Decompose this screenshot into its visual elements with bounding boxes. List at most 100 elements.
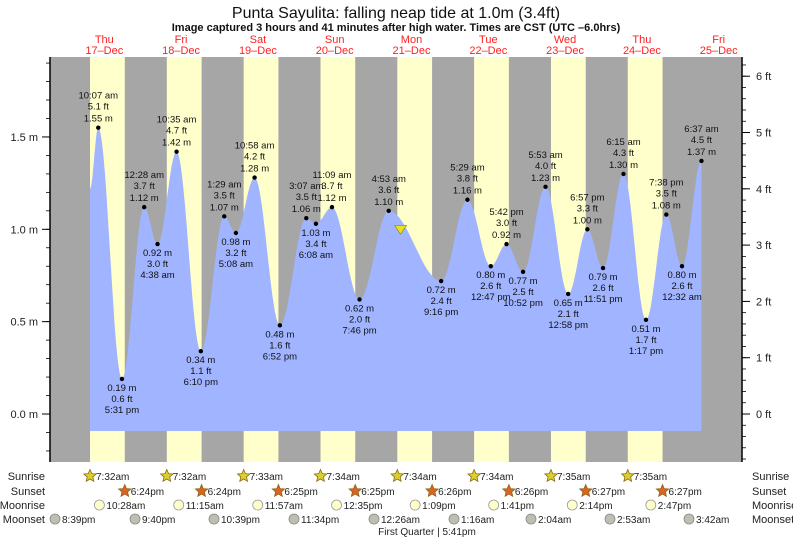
extreme-point xyxy=(357,297,362,302)
left-tick-label: 1.5 m xyxy=(10,132,38,144)
extreme-point xyxy=(664,212,669,217)
moonrise-time: 1:41pm xyxy=(501,501,534,512)
low-tide-label: 7:46 pm xyxy=(342,325,376,336)
sunset-time: 6:26pm xyxy=(515,487,548,498)
extreme-point xyxy=(543,184,548,190)
moonrise-icon xyxy=(173,499,185,511)
low-tide-label: 5:31 pm xyxy=(105,405,139,416)
moonrise-time: 11:15am xyxy=(186,501,224,512)
extreme-point xyxy=(520,269,526,274)
low-tide-label: 12:47 pm xyxy=(471,292,511,303)
day-weekday-label: Thu xyxy=(632,34,651,46)
sunrise-icon xyxy=(313,468,328,483)
high-tide-label: 1.16 m xyxy=(453,186,482,197)
moonrise-time: 10:28am xyxy=(106,501,145,512)
sunrise-row-label-left: Sunrise xyxy=(8,471,45,483)
high-tide-label: 7:38 pm xyxy=(649,178,683,189)
high-tide-label: 3.3 ft xyxy=(577,203,598,214)
sunrise-time: 7:34am xyxy=(403,472,436,483)
sunset-time: 6:27pm xyxy=(592,487,625,498)
right-tick-label: 0 ft xyxy=(756,409,771,421)
tide-area xyxy=(89,127,702,431)
high-tide-label: 1.42 m xyxy=(162,138,191,149)
high-tide-label: 1.37 m xyxy=(687,147,716,158)
extreme-point xyxy=(488,264,494,269)
day-weekday-label: Sat xyxy=(250,34,267,46)
day-date-label: 17–Dec xyxy=(85,45,123,57)
high-tide-label: 4.3 ft xyxy=(613,148,634,159)
low-tide-label: 3.4 ft xyxy=(305,239,326,250)
day-date-label: 25–Dec xyxy=(700,45,738,57)
low-tide-label: 12:58 pm xyxy=(548,320,588,331)
extreme-point xyxy=(465,197,470,202)
moonrise-icon xyxy=(488,499,500,511)
extreme-point xyxy=(329,204,335,210)
sunset-icon xyxy=(578,483,593,498)
right-tick-label: 6 ft xyxy=(756,71,771,83)
low-tide-label: 2.1 ft xyxy=(558,309,579,320)
day-weekday-label: Fri xyxy=(712,34,725,46)
tide-curve xyxy=(89,127,702,431)
current-level-marker xyxy=(393,225,408,235)
high-tide-label: 3.7 ft xyxy=(134,181,155,192)
extreme-point xyxy=(233,230,239,236)
low-tide-label: 4:38 am xyxy=(140,270,174,281)
extreme-point xyxy=(304,216,309,221)
low-tide-label: 0.72 m xyxy=(427,285,456,296)
day-date-label: 22–Dec xyxy=(469,45,507,57)
sunset-time: 6:26pm xyxy=(438,487,471,498)
moonset-row-label-right: Moonset xyxy=(752,514,793,526)
extreme-point xyxy=(155,241,160,247)
extreme-point xyxy=(565,291,571,297)
low-tide-label: 6:52 pm xyxy=(263,351,297,362)
sunset-time: 6:25pm xyxy=(361,487,394,498)
low-tide-label: 2.0 ft xyxy=(349,314,370,325)
low-tide-label: 0.19 m xyxy=(107,383,136,394)
moonrise-time: 12:35pm xyxy=(344,501,383,512)
high-tide-label: 1.07 m xyxy=(210,202,239,213)
low-tide-label: 1:17 pm xyxy=(629,346,663,357)
moonset-icon xyxy=(525,513,537,525)
low-tide-label: 0.65 m xyxy=(554,298,583,309)
moonrise-icon xyxy=(645,499,657,511)
high-tide-label: 1.10 m xyxy=(374,197,403,208)
sunrise-icon xyxy=(236,468,251,483)
low-tide-label: 0.48 m xyxy=(265,329,294,340)
sunrise-time: 7:34am xyxy=(480,472,513,483)
astro-rows: Sunrise Sunrise Sunset Sunset Moonrise Moonri… xyxy=(0,468,793,526)
high-tide-label: 1.23 m xyxy=(531,173,560,184)
chart-subtitle: Image captured 3 hours and 41 minutes af… xyxy=(172,22,621,34)
sunset-icon xyxy=(117,483,132,498)
right-tick-label: 1 ft xyxy=(756,353,771,365)
moonset-time: 11:34pm xyxy=(301,515,339,526)
moonrise-time: 1:09pm xyxy=(422,501,455,512)
axes: 0.0 m 0.5 m 1.0 m 1.5 m 0 ft 1 ft 2 ft 3 ft 4 ft… xyxy=(10,57,771,462)
extreme-point xyxy=(621,171,626,177)
extreme-point xyxy=(386,208,391,214)
high-tide-label: 5:53 am xyxy=(528,150,562,161)
sunrise-icon xyxy=(82,468,98,483)
sunrise-icon xyxy=(390,468,405,483)
high-tide-label: 1.28 m xyxy=(240,164,269,175)
high-tide-label: 3:07 am xyxy=(289,181,323,192)
sunset-row-label-left: Sunset xyxy=(11,486,45,498)
sunrise-icon xyxy=(543,468,559,483)
moonrise-icon xyxy=(331,499,342,511)
low-tide-label: 10:52 pm xyxy=(503,298,543,309)
right-tick-label: 2 ft xyxy=(756,296,771,308)
sunrise-icon xyxy=(159,468,174,483)
high-tide-label: 3.7 ft xyxy=(321,181,342,192)
day-date-label: 21–Dec xyxy=(393,45,431,57)
moonrise-row-label-left: Moonrise xyxy=(0,500,45,512)
day-date-label: 19–Dec xyxy=(239,45,277,57)
moonset-time: 10:39pm xyxy=(221,515,260,526)
moonset-icon xyxy=(208,513,220,525)
low-tide-label: 1.1 ft xyxy=(190,366,211,377)
high-tide-label: 3.0 ft xyxy=(496,218,517,229)
moonset-time: 8:39pm xyxy=(62,515,95,526)
low-tide-label: 0.92 m xyxy=(143,248,172,259)
high-tide-label: 5:42 pm xyxy=(489,207,523,218)
high-tide-label: 3.5 ft xyxy=(214,190,235,201)
sunrise-time: 7:35am xyxy=(557,472,590,483)
